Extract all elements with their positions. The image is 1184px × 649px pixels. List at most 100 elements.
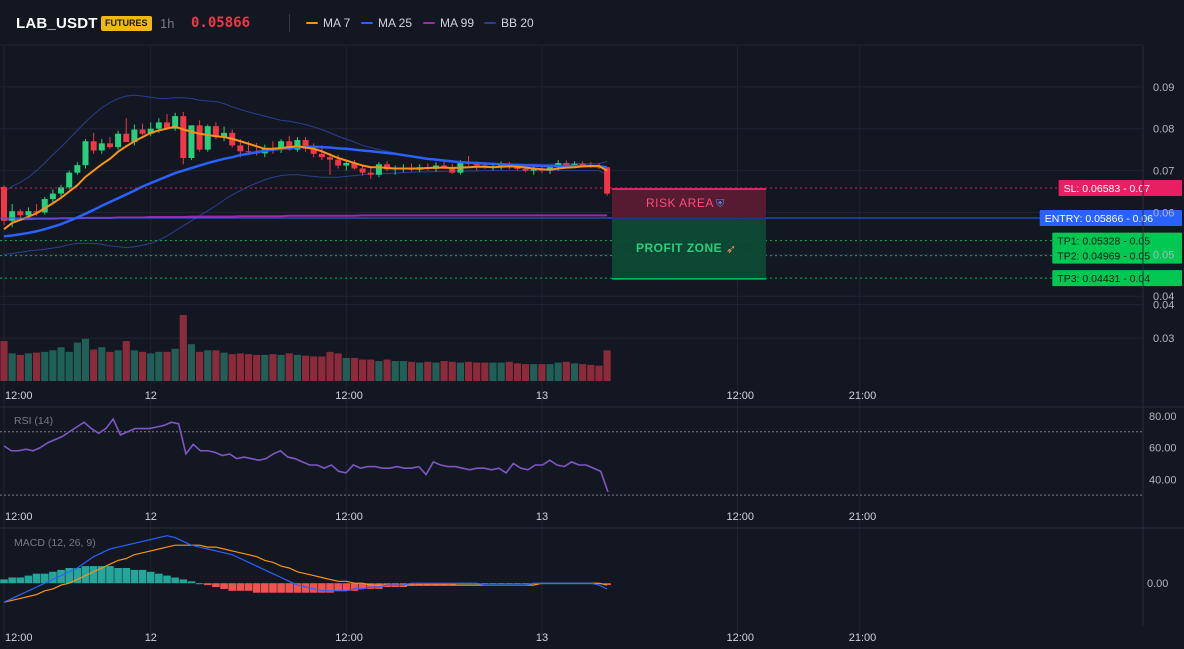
- time-axis-tick: 13: [536, 390, 548, 402]
- macd-histogram-bar: [114, 568, 122, 584]
- volume-bar: [33, 352, 41, 381]
- time-axis-tick: 12:00: [727, 390, 755, 402]
- macd-histogram-bar: [269, 583, 277, 593]
- tp3-tag: [1052, 270, 1182, 287]
- tp1-tag: [1052, 232, 1182, 249]
- profit-zone-bottom-edge: [612, 278, 766, 280]
- candle-body: [237, 145, 244, 152]
- macd-histogram-bar: [277, 583, 285, 593]
- price-axis-tick: 0.07: [1153, 166, 1174, 178]
- candle-body: [522, 168, 529, 171]
- legend-ma25[interactable]: MA 25: [361, 16, 412, 30]
- macd-histogram-bar: [89, 566, 98, 584]
- sl-tag-label: SL: 0.06583 - 0.07: [1064, 183, 1151, 195]
- volume-bar: [212, 350, 220, 381]
- candle-body: [172, 116, 179, 129]
- macd-line: [3, 535, 608, 603]
- candle-body: [563, 163, 570, 166]
- rsi-line: [3, 417, 609, 493]
- volume-bar: [489, 362, 497, 381]
- candle-body: [90, 141, 97, 151]
- macd-histogram-bar: [293, 583, 302, 593]
- volume-bar: [432, 362, 440, 381]
- macd-histogram-bar: [203, 583, 212, 586]
- time-axis-tick: 21:00: [849, 390, 877, 402]
- volume-bar: [147, 353, 155, 381]
- volume-bar: [497, 362, 505, 381]
- macd-histogram-bar: [73, 568, 82, 584]
- candle-body: [49, 193, 56, 200]
- candle-body: [147, 128, 154, 134]
- macd-histogram-bar: [603, 583, 611, 586]
- candle-body: [514, 167, 521, 169]
- macd-histogram-bar: [130, 569, 139, 584]
- candle-body: [530, 168, 537, 171]
- macd-histogram-bar: [424, 583, 432, 586]
- macd-histogram-bar: [309, 583, 318, 593]
- candle-body: [17, 211, 24, 216]
- volume-bar: [456, 362, 464, 381]
- volume-bar: [253, 354, 261, 381]
- candle-body: [221, 132, 228, 138]
- volume-bar: [375, 361, 383, 381]
- candle-body: [245, 151, 252, 153]
- time-axis-tick: 12: [145, 390, 157, 402]
- volume-bar: [562, 361, 570, 381]
- macd-histogram-bar: [244, 583, 253, 591]
- macd-histogram-bar: [171, 577, 179, 584]
- candle-body: [384, 164, 391, 170]
- legend-bb20-label: BB 20: [501, 16, 534, 30]
- legend-ma99-label: MA 99: [440, 16, 475, 30]
- legend-bb20[interactable]: BB 20: [484, 16, 534, 30]
- time-axis-tick: 12:00: [5, 511, 33, 523]
- macd-histogram-bar: [49, 571, 57, 584]
- profit-zone-label: PROFIT ZONE: [636, 241, 722, 255]
- volume-bar: [122, 341, 130, 381]
- symbol-label[interactable]: LAB_USDT: [16, 15, 98, 32]
- volume-bar: [261, 354, 269, 381]
- volume-bar: [505, 361, 513, 381]
- volume-bar: [269, 354, 277, 381]
- macd-histogram-bar: [318, 583, 326, 593]
- candle-body: [58, 187, 65, 194]
- macd-histogram-bar: [489, 583, 497, 585]
- macd-histogram-bar: [497, 583, 505, 585]
- legend-ma7[interactable]: MA 7: [306, 16, 350, 30]
- candle-body: [604, 167, 611, 194]
- volume-bar: [57, 347, 65, 381]
- volume-bar: [481, 362, 489, 381]
- macd-histogram-bar: [16, 577, 25, 584]
- macd-histogram-bar: [228, 583, 236, 591]
- macd-histogram-bar: [513, 583, 522, 585]
- ma25-line: [3, 145, 608, 238]
- volume-bar: [416, 362, 424, 381]
- timeframe-label[interactable]: 1h: [160, 16, 175, 31]
- legend-ma99[interactable]: MA 99: [423, 16, 474, 30]
- volume-bar: [24, 353, 33, 381]
- candle-body: [188, 125, 195, 158]
- volume-bar: [301, 355, 310, 381]
- profit-zone: [612, 219, 766, 280]
- volume-bar: [187, 344, 196, 381]
- volume-bar: [285, 353, 293, 381]
- volume-bar: [236, 353, 244, 381]
- time-axis-tick: 12:00: [727, 632, 755, 644]
- volume-bar: [522, 364, 530, 381]
- candle-body: [310, 148, 317, 154]
- volume-bar: [326, 351, 334, 381]
- price-axis-tick: 0.09: [1153, 82, 1174, 94]
- macd-histogram-bar: [57, 569, 65, 584]
- candle-body: [359, 168, 366, 173]
- candle-body: [33, 211, 40, 213]
- candle-body: [196, 125, 203, 150]
- macd-histogram-bar: [301, 583, 310, 593]
- volume-bar: [383, 359, 391, 381]
- candle-body: [449, 167, 456, 173]
- macd-histogram-bar: [24, 575, 33, 584]
- macd-histogram-bar: [220, 583, 228, 589]
- volume-bar: [554, 362, 562, 381]
- candle-body: [327, 157, 333, 160]
- volume-bar: [424, 361, 432, 381]
- volume-bar: [579, 364, 587, 381]
